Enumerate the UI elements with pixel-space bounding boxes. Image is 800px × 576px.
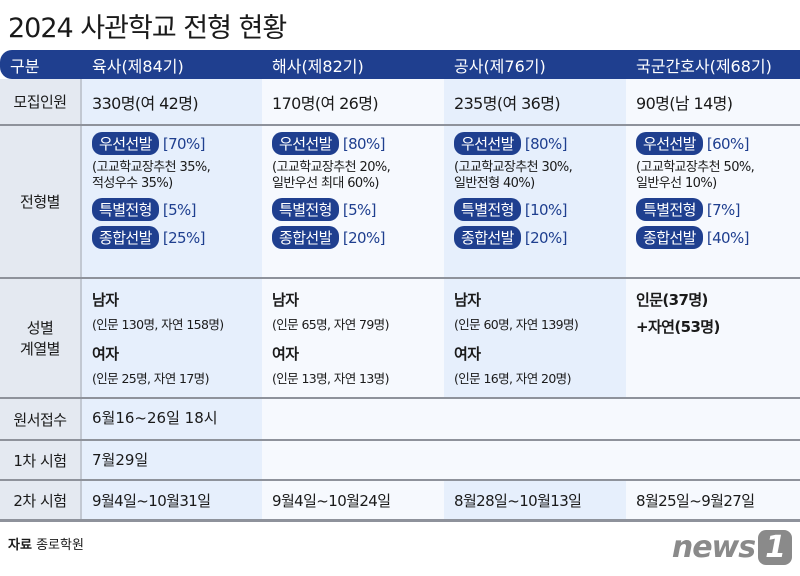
header-cell: 해사(제82기) (272, 56, 364, 76)
pct: [80%] (524, 135, 568, 153)
cell: 9월4일~10월24일 (262, 481, 444, 519)
female-detail: (인문 16명, 자연 20명) (454, 371, 571, 386)
table-header: 구분 육사(제84기) 해사(제82기) 공사(제76기) 국군간호사(제68기… (0, 50, 800, 79)
row-label: 1차 시험 (0, 441, 82, 479)
female-label: 여자 (272, 345, 299, 363)
cell: 170명(여 26명) (262, 79, 444, 124)
table-row-recruit: 모집인원 330명(여 42명) 170명(여 26명) 235명(여 36명)… (0, 79, 800, 126)
note: 적성우수 35%) (92, 176, 173, 191)
male-label: 남자 (454, 291, 481, 309)
pct: [5%] (342, 201, 377, 219)
row-label: 2차 시험 (0, 481, 82, 519)
header-cell: 공사(제76기) (454, 56, 546, 76)
label: 성별 (26, 319, 54, 337)
pct: [25%] (162, 229, 206, 247)
note: 일반우선 최대 60%) (272, 176, 379, 191)
cell: 330명(여 42명) (82, 79, 262, 124)
header-cell: 육사(제84기) (92, 56, 184, 76)
cell: 90명(남 14명) (626, 79, 800, 124)
pct: [7%] (706, 201, 741, 219)
cell: 9월4일~10월31일 (82, 481, 262, 519)
source-value: 종로학원 (36, 538, 84, 553)
badge: 종합선발 (272, 226, 339, 249)
page-title: 2024 사관학교 전형 현황 (8, 13, 287, 44)
cell: 7월29일 (82, 441, 800, 479)
female-detail: (인문 25명, 자연 17명) (92, 371, 209, 386)
badge: 특별전형 (272, 198, 339, 221)
badge: 특별전형 (636, 198, 703, 221)
note: (고교학교장추천 50%, (636, 160, 755, 175)
news1-logo: news 1 (672, 530, 792, 565)
pct: [40%] (706, 229, 750, 247)
badge: 종합선발 (454, 226, 521, 249)
pct: [80%] (342, 135, 386, 153)
cell: 우선선발 [80%] (고교학교장추천 20%, 일반우선 최대 60%) 특별전형… (262, 126, 444, 277)
header-cell: 국군간호사(제68기) (636, 56, 772, 76)
female-label: 여자 (454, 345, 481, 363)
source-note: 자료 종로학원 (8, 534, 84, 553)
female-detail: (인문 13명, 자연 13명) (272, 371, 389, 386)
cell: 남자 (인문 60명, 자연 139명) 여자 (인문 16명, 자연 20명) (444, 279, 626, 397)
row-label: 모집인원 (0, 79, 82, 124)
cell: 우선선발 [80%] (고교학교장추천 30%, 일반전형 40%) 특별전형 [10… (444, 126, 626, 277)
male-label: 남자 (92, 291, 119, 309)
pct: [20%] (342, 229, 386, 247)
female-label: 여자 (92, 345, 119, 363)
badge: 우선선발 (272, 132, 339, 155)
badge: 종합선발 (92, 226, 159, 249)
cell: 235명(여 36명) (444, 79, 626, 124)
cell: 8월25일~9월27일 (626, 481, 800, 519)
male-detail: (인문 65명, 자연 79명) (272, 317, 389, 332)
source-label: 자료 (8, 538, 32, 553)
badge: 우선선발 (454, 132, 521, 155)
cell: 우선선발 [60%] (고교학교장추천 50%, 일반우선 10%) 특별전형 [7%… (626, 126, 800, 277)
pct: [10%] (524, 201, 568, 219)
pct: [70%] (162, 135, 206, 153)
row-label: 원서접수 (0, 399, 82, 439)
pct: [5%] (162, 201, 197, 219)
badge: 종합선발 (636, 226, 703, 249)
badge: 특별전형 (454, 198, 521, 221)
admission-table: 구분 육사(제84기) 해사(제82기) 공사(제76기) 국군간호사(제68기… (0, 50, 800, 522)
pct: [20%] (524, 229, 568, 247)
table-row-exam1: 1차 시험 7월29일 (0, 441, 800, 481)
note: 일반전형 40%) (454, 176, 535, 191)
male-label: 남자 (272, 291, 299, 309)
cell: 6월16~26일 18시 (82, 399, 800, 439)
cell: 우선선발 [70%] (고교학교장추천 35%, 적성우수 35%) 특별전형 [5%… (82, 126, 262, 277)
nurse-detail: 인문(37명) (636, 291, 708, 309)
male-detail: (인문 130명, 자연 158명) (92, 317, 224, 332)
table-row-selection: 전형별 우선선발 [70%] (고교학교장추천 35%, 적성우수 35%) 특별전… (0, 126, 800, 279)
pct: [60%] (706, 135, 750, 153)
row-label: 전형별 (0, 126, 82, 277)
label: 계열별 (20, 340, 60, 358)
badge: 특별전형 (92, 198, 159, 221)
badge: 우선선발 (636, 132, 703, 155)
note: (고교학교장추천 30%, (454, 160, 573, 175)
male-detail: (인문 60명, 자연 139명) (454, 317, 579, 332)
header-cell: 구분 (10, 56, 40, 76)
cell: 8월28일~10월13일 (444, 481, 626, 519)
cell: 남자 (인문 65명, 자연 79명) 여자 (인문 13명, 자연 13명) (262, 279, 444, 397)
cell: 남자 (인문 130명, 자연 158명) 여자 (인문 25명, 자연 17명… (82, 279, 262, 397)
nurse-detail: +자연(53명) (636, 318, 720, 336)
note: (고교학교장추천 20%, (272, 160, 391, 175)
note: (고교학교장추천 35%, (92, 160, 211, 175)
table-row-exam2: 2차 시험 9월4일~10월31일 9월4일~10월24일 8월28일~10월1… (0, 481, 800, 522)
table-row-apply: 원서접수 6월16~26일 18시 (0, 399, 800, 441)
badge: 우선선발 (92, 132, 159, 155)
note: 일반우선 10%) (636, 176, 717, 191)
cell: 인문(37명) +자연(53명) (626, 279, 800, 397)
